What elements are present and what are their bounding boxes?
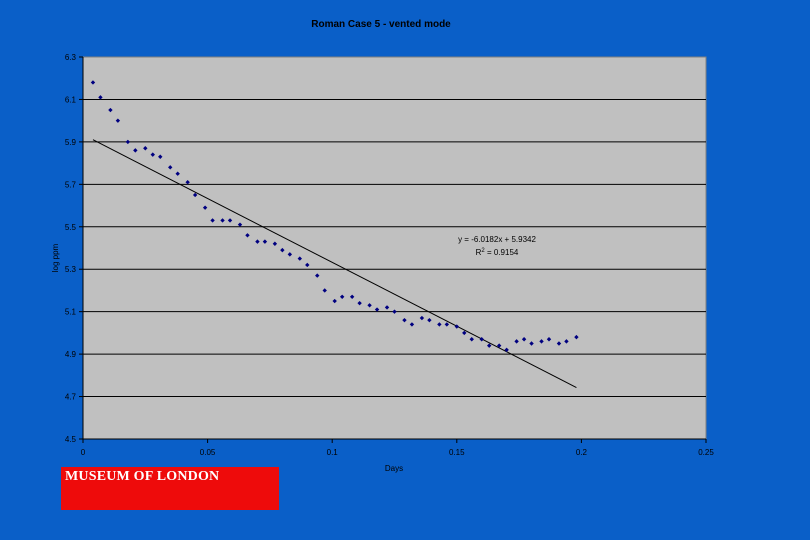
data-point <box>339 294 345 300</box>
chart-title: Roman Case 5 - vented mode <box>311 19 451 30</box>
data-point <box>384 305 390 310</box>
x-tick-label: 0.25 <box>698 448 714 457</box>
y-tick-label: 5.7 <box>65 180 77 189</box>
data-point <box>272 241 278 246</box>
data-point <box>402 317 407 323</box>
plot-area <box>82 56 707 440</box>
data-point <box>486 343 492 348</box>
data-point <box>521 337 527 342</box>
data-point <box>444 322 450 327</box>
data-point <box>280 247 285 253</box>
data-point <box>108 107 113 113</box>
data-point <box>133 148 138 153</box>
data-point <box>374 307 380 312</box>
trend-r2: R2 = 0.9154 <box>476 248 519 257</box>
x-tick-label: 0.2 <box>576 448 588 457</box>
trend-line <box>92 139 577 388</box>
data-point <box>479 337 484 342</box>
data-point <box>357 300 362 306</box>
data-point <box>185 180 190 185</box>
data-point <box>409 322 415 327</box>
data-points <box>90 80 579 353</box>
data-point <box>115 118 121 123</box>
y-axis-label: log ppm <box>51 243 60 272</box>
data-point <box>462 330 467 336</box>
y-tick-label: 4.5 <box>65 435 77 444</box>
data-point <box>349 294 355 300</box>
data-point <box>504 347 509 353</box>
data-point <box>255 239 260 244</box>
data-point <box>496 343 502 348</box>
data-point <box>143 146 148 151</box>
x-tick-label: 0.1 <box>327 448 339 457</box>
trend-equation: y = -6.0182x + 5.9342 <box>458 235 536 244</box>
x-tick-label: 0.05 <box>200 448 216 457</box>
data-point <box>192 192 198 198</box>
data-point <box>546 337 552 342</box>
y-tick-label: 6.1 <box>65 95 77 104</box>
data-point <box>514 339 519 344</box>
r2-sup: 2 <box>481 248 485 254</box>
data-point <box>220 218 225 223</box>
data-point <box>237 222 243 227</box>
data-point <box>427 317 432 323</box>
data-point <box>287 252 293 257</box>
data-point <box>556 341 562 346</box>
data-point <box>202 205 208 210</box>
y-tick-labels: 4.5 4.7 4.9 5.1 5.3 5.5 5.7 5.9 6.1 6.3 <box>65 53 83 444</box>
data-point <box>367 303 372 308</box>
data-point <box>454 324 459 329</box>
data-point <box>539 339 544 344</box>
data-point <box>574 334 579 340</box>
data-point <box>419 315 425 321</box>
data-point <box>150 152 155 157</box>
r2-prefix: R <box>476 248 482 257</box>
x-tick-labels: 0 0.05 0.1 0.15 0.2 0.25 <box>81 439 714 457</box>
data-point <box>297 256 303 261</box>
data-point <box>90 80 96 85</box>
data-point <box>227 218 233 223</box>
data-point <box>529 341 534 346</box>
data-point <box>315 273 320 278</box>
data-point <box>469 337 474 342</box>
y-tick-label: 5.5 <box>65 223 77 232</box>
r2-value: = 0.9154 <box>485 248 519 257</box>
x-tick-label: 0 <box>81 448 86 457</box>
x-tick-label: 0.15 <box>449 448 465 457</box>
data-point <box>392 309 397 314</box>
y-tick-label: 5.9 <box>65 138 77 147</box>
data-point <box>437 322 442 327</box>
data-point <box>175 171 180 176</box>
data-point <box>322 288 327 293</box>
x-axis-label: Days <box>385 464 403 473</box>
data-point <box>125 139 131 145</box>
y-tick-label: 4.7 <box>65 393 77 402</box>
data-point <box>98 95 103 100</box>
data-point <box>564 339 569 344</box>
axes <box>82 57 706 440</box>
data-point <box>262 239 268 244</box>
data-point <box>210 218 215 223</box>
museum-logo-box: MUSEUM OF LONDON <box>61 467 279 510</box>
data-point <box>158 154 163 159</box>
data-point <box>305 262 310 268</box>
data-point <box>168 165 173 170</box>
y-tick-label: 6.3 <box>65 53 77 62</box>
y-tick-label: 4.9 <box>65 350 77 359</box>
data-point <box>332 298 337 304</box>
museum-logo-text: MUSEUM OF LONDON <box>65 469 220 484</box>
y-tick-label: 5.3 <box>65 265 77 274</box>
data-point <box>245 233 250 238</box>
y-tick-label: 5.1 <box>65 308 77 317</box>
